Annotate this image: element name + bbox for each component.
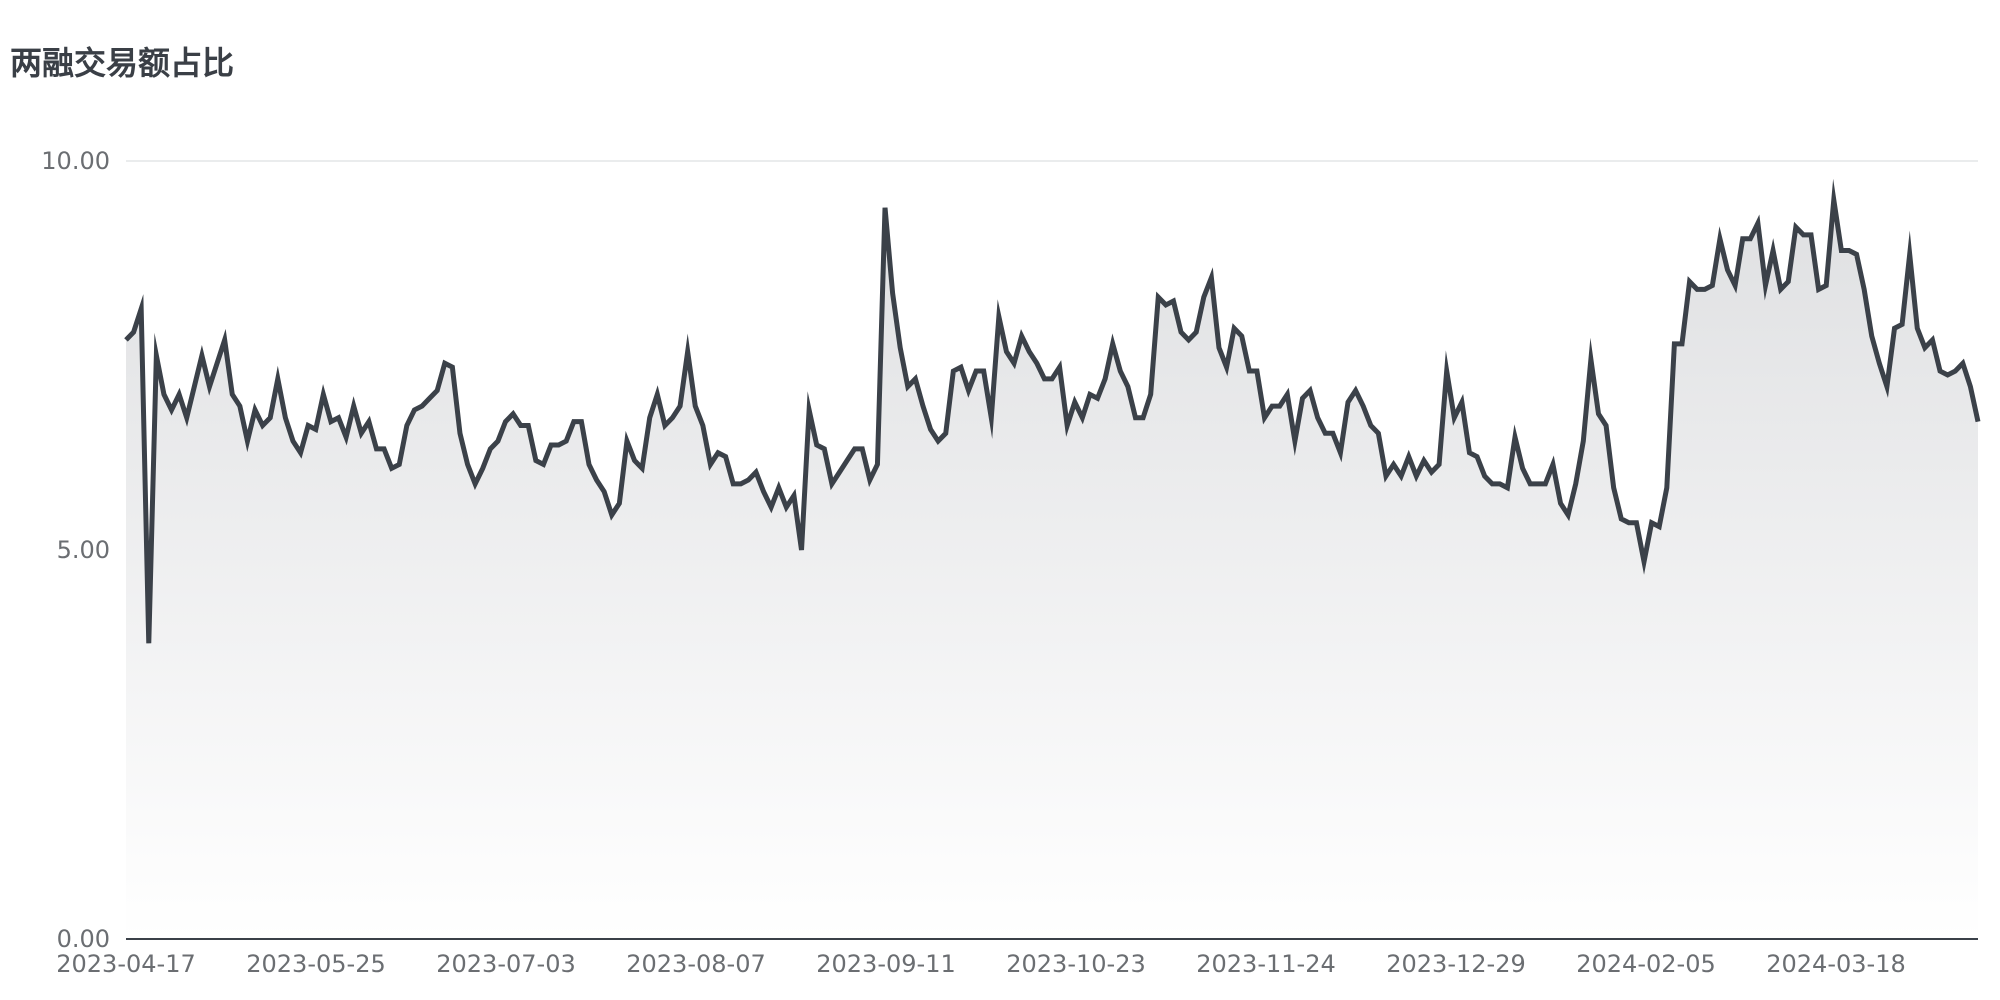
x-tick-label: 2023-04-17 (56, 950, 195, 978)
x-tick-label: 2024-03-18 (1766, 950, 1905, 978)
chart-title: 两融交易额占比 (10, 44, 235, 82)
x-tick-label: 2023-12-29 (1386, 950, 1525, 978)
plot-area (124, 178, 1981, 939)
x-tick-label: 2024-02-05 (1576, 950, 1715, 978)
x-tick-label: 2023-08-07 (626, 950, 765, 978)
area-fill (126, 199, 1978, 939)
y-tick-label: 0.00 (57, 925, 110, 953)
y-tick-label: 5.00 (57, 536, 110, 564)
x-tick-label: 2023-10-23 (1006, 950, 1145, 978)
series-line (124, 178, 1981, 644)
x-tick-label: 2023-07-03 (436, 950, 575, 978)
y-tick-label: 10.00 (41, 147, 110, 175)
tick-labels: 0.00 5.00 10.00 2023-04-17 2023-05-25 2023-07… (41, 147, 1905, 978)
x-tick-label: 2023-05-25 (246, 950, 385, 978)
x-tick-label: 2023-09-11 (816, 950, 955, 978)
x-tick-label: 2023-11-24 (1196, 950, 1335, 978)
